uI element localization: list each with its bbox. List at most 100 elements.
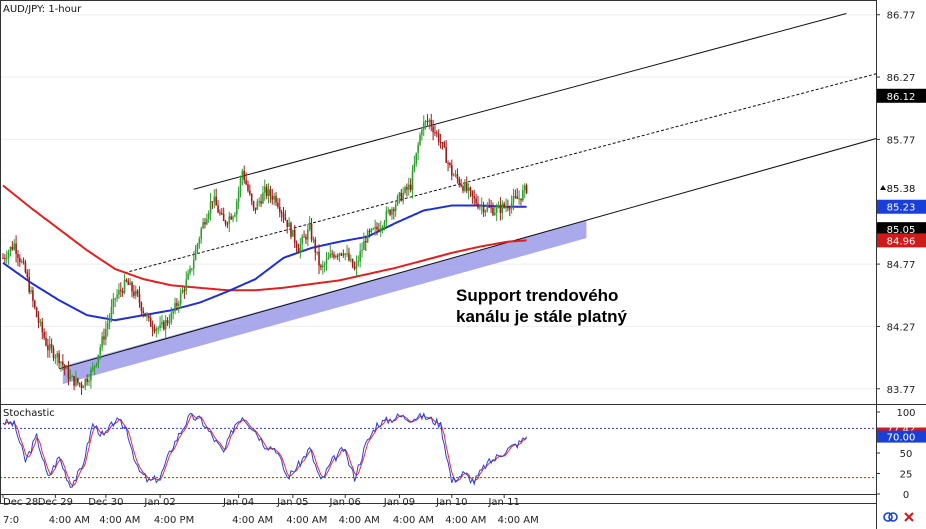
date-tick-label: Jan 04 bbox=[222, 497, 254, 508]
time-tick-label: 4:00 PM bbox=[154, 515, 194, 526]
candle bbox=[13, 239, 16, 251]
candle bbox=[484, 209, 487, 217]
candle bbox=[370, 228, 373, 234]
annotation-line-1: Support trendového bbox=[456, 286, 618, 305]
candle bbox=[35, 306, 38, 318]
candle bbox=[118, 283, 120, 300]
candle bbox=[269, 185, 272, 203]
candle bbox=[110, 299, 113, 323]
stochastic-tick-label: 50 bbox=[900, 449, 913, 460]
candle bbox=[103, 328, 105, 346]
candle bbox=[282, 207, 285, 224]
candle bbox=[413, 155, 416, 173]
time-tick-label: 4:00 AM bbox=[49, 515, 90, 526]
candle bbox=[2, 252, 4, 259]
candle bbox=[357, 255, 360, 267]
candle bbox=[183, 286, 186, 299]
candle bbox=[220, 207, 223, 216]
candle bbox=[323, 261, 326, 273]
candle bbox=[451, 159, 453, 181]
price-tick-label: 84.27 bbox=[887, 322, 916, 333]
candle bbox=[318, 244, 320, 275]
candle bbox=[63, 364, 66, 376]
candle bbox=[15, 235, 17, 263]
price-level-badge: 85.38 bbox=[877, 181, 926, 196]
candle bbox=[202, 217, 204, 230]
candle bbox=[439, 133, 442, 149]
candle bbox=[462, 184, 464, 194]
candle bbox=[155, 326, 158, 338]
candle bbox=[278, 198, 281, 218]
candle bbox=[497, 201, 500, 209]
candle bbox=[458, 176, 461, 188]
candle bbox=[245, 172, 247, 186]
candle bbox=[525, 183, 528, 195]
candle bbox=[149, 314, 152, 328]
candle bbox=[39, 318, 42, 327]
candle bbox=[144, 312, 146, 317]
candle bbox=[206, 213, 208, 226]
close-icon[interactable] bbox=[904, 512, 914, 522]
candle bbox=[228, 211, 231, 232]
candle bbox=[209, 192, 212, 221]
candle bbox=[131, 281, 133, 298]
candle bbox=[129, 278, 131, 286]
candle bbox=[464, 179, 466, 193]
candle bbox=[409, 178, 412, 193]
date-tick-label: Jan 05 bbox=[276, 497, 308, 508]
channel-lower-line bbox=[58, 138, 876, 370]
time-tick-label: 4:00 AM bbox=[393, 515, 434, 526]
candle bbox=[428, 118, 431, 130]
candle bbox=[234, 211, 236, 218]
candle bbox=[146, 311, 148, 322]
candle bbox=[222, 207, 225, 222]
candle bbox=[441, 141, 444, 150]
candle bbox=[479, 204, 481, 211]
support-band bbox=[62, 220, 587, 385]
svg-text:77.42: 77.42 bbox=[887, 425, 916, 436]
candle bbox=[436, 130, 438, 138]
svg-text:70.00: 70.00 bbox=[887, 433, 916, 444]
candle bbox=[376, 222, 378, 236]
candle bbox=[454, 169, 457, 178]
candle bbox=[243, 165, 246, 184]
candle bbox=[355, 255, 358, 277]
candle bbox=[407, 177, 410, 196]
candle bbox=[482, 201, 485, 217]
candle bbox=[335, 254, 337, 259]
candle bbox=[396, 194, 399, 206]
candle bbox=[329, 244, 332, 259]
candle bbox=[5, 250, 8, 264]
settings-icon[interactable] bbox=[883, 512, 898, 522]
chart-title: AUD/JPY: 1-hour bbox=[3, 4, 82, 15]
price-tick-label: 83.77 bbox=[887, 385, 916, 396]
svg-text:86.12: 86.12 bbox=[887, 92, 916, 103]
candle bbox=[467, 183, 470, 200]
svg-text:85.38: 85.38 bbox=[887, 184, 916, 195]
stochastic-title: Stochastic bbox=[3, 408, 55, 419]
candle bbox=[514, 189, 517, 199]
stochastic-value-badge: 77.42 bbox=[877, 425, 926, 436]
moving-average-red bbox=[2, 184, 527, 292]
candle bbox=[494, 206, 496, 216]
candle bbox=[138, 286, 141, 308]
candle bbox=[37, 311, 40, 329]
candle bbox=[271, 188, 274, 205]
candle bbox=[447, 160, 449, 172]
candle bbox=[312, 236, 315, 244]
grid-lines bbox=[0, 14, 876, 390]
candle bbox=[456, 168, 459, 184]
candle bbox=[177, 300, 180, 314]
candle bbox=[20, 258, 23, 264]
candle bbox=[54, 354, 57, 364]
candle bbox=[385, 206, 388, 228]
time-tick-label: 4:00 AM bbox=[498, 515, 539, 526]
candle bbox=[22, 257, 25, 265]
candle bbox=[280, 209, 283, 222]
candle bbox=[157, 325, 160, 335]
candle bbox=[368, 228, 371, 238]
candle bbox=[336, 253, 339, 261]
candle bbox=[314, 236, 317, 261]
candle bbox=[520, 198, 522, 206]
